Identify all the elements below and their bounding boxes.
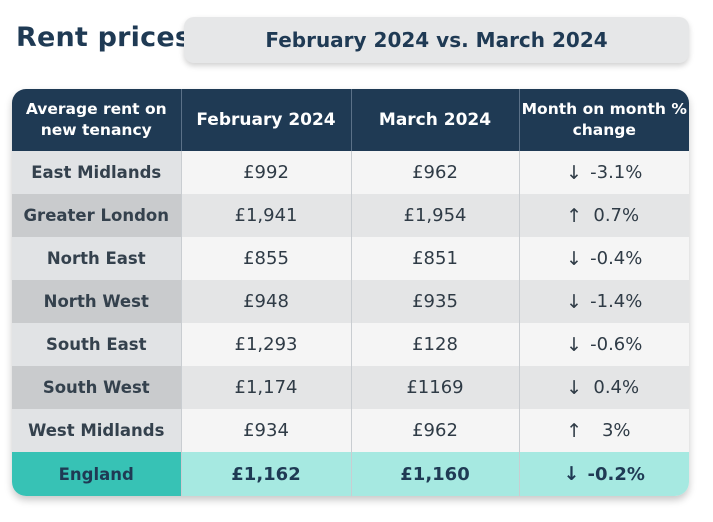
- change-percent: 0.7%: [593, 205, 640, 226]
- table-row: North West £948 £935 ↓ -1.4%: [12, 280, 689, 323]
- arrow-down-icon: ↓: [566, 376, 583, 399]
- column-header-change: Month on month % change: [519, 89, 689, 151]
- march-rent-cell: £1169: [351, 366, 520, 409]
- february-rent-cell: £1,162: [181, 452, 352, 496]
- february-rent-cell: £1,941: [181, 194, 352, 237]
- change-value: ↓ -1.4%: [566, 291, 642, 313]
- february-rent-cell: £1,293: [181, 323, 352, 366]
- change-value: ↓ -3.1%: [566, 162, 642, 184]
- table-row: Greater London £1,941 £1,954 ↑ 0.7%: [12, 194, 689, 237]
- march-rent-cell: £851: [351, 237, 520, 280]
- change-value: ↓ 0.4%: [566, 377, 642, 399]
- change-value: ↓ -0.6%: [566, 334, 642, 356]
- column-header-march: March 2024: [351, 89, 520, 151]
- table-row: South East £1,293 £128 ↓ -0.6%: [12, 323, 689, 366]
- arrow-down-icon: ↓: [566, 247, 583, 270]
- march-rent-cell: £962: [351, 151, 520, 194]
- region-cell: East Midlands: [12, 151, 182, 194]
- change-cell: ↑ 3%: [519, 409, 689, 452]
- page-title: Rent prices:: [16, 22, 203, 53]
- change-percent: -3.1%: [590, 162, 643, 183]
- february-rent-cell: £1,174: [181, 366, 352, 409]
- period-banner-label: February 2024 vs. March 2024: [265, 28, 608, 52]
- arrow-down-icon: ↓: [563, 463, 580, 485]
- table-row: North East £855 £851 ↓ -0.4%: [12, 237, 689, 280]
- region-cell: West Midlands: [12, 409, 182, 452]
- period-banner: February 2024 vs. March 2024: [184, 17, 689, 63]
- change-cell: ↑ 0.7%: [519, 194, 689, 237]
- march-rent-cell: £1,160: [351, 452, 520, 496]
- rent-table: Average rent on new tenancy February 202…: [12, 89, 689, 496]
- change-value: ↑ 0.7%: [566, 205, 642, 227]
- march-rent-cell: £128: [351, 323, 520, 366]
- change-value: ↓ -0.2%: [564, 463, 645, 485]
- change-cell: ↓ -0.4%: [519, 237, 689, 280]
- region-cell: England: [12, 452, 182, 496]
- arrow-down-icon: ↓: [566, 290, 583, 313]
- change-cell: ↓ -1.4%: [519, 280, 689, 323]
- change-cell: ↓ 0.4%: [519, 366, 689, 409]
- region-cell: South East: [12, 323, 182, 366]
- table-row: East Midlands £992 £962 ↓ -3.1%: [12, 151, 689, 194]
- table-row: West Midlands £934 £962 ↑ 3%: [12, 409, 689, 452]
- arrow-down-icon: ↓: [566, 161, 583, 184]
- change-cell: ↓ -0.6%: [519, 323, 689, 366]
- change-percent: -0.2%: [587, 463, 645, 485]
- change-percent: -1.4%: [590, 291, 643, 312]
- total-row: England £1,162 £1,160 ↓ -0.2%: [12, 452, 689, 496]
- arrow-up-icon: ↑: [566, 419, 583, 442]
- region-cell: North East: [12, 237, 182, 280]
- change-cell: ↓ -3.1%: [519, 151, 689, 194]
- change-value: ↑ 3%: [566, 420, 642, 442]
- region-cell: Greater London: [12, 194, 182, 237]
- arrow-down-icon: ↓: [566, 333, 583, 356]
- change-percent: -0.4%: [590, 248, 643, 269]
- region-cell: South West: [12, 366, 182, 409]
- february-rent-cell: £948: [181, 280, 352, 323]
- change-value: ↓ -0.4%: [566, 248, 642, 270]
- march-rent-cell: £962: [351, 409, 520, 452]
- table-body: East Midlands £992 £962 ↓ -3.1% Greater Londo…: [12, 151, 689, 496]
- column-header-february: February 2024: [181, 89, 352, 151]
- february-rent-cell: £855: [181, 237, 352, 280]
- change-percent: 0.4%: [593, 377, 640, 398]
- change-percent: -0.6%: [590, 334, 643, 355]
- table-header-row: Average rent on new tenancy February 202…: [12, 89, 689, 151]
- table-row: South West £1,174 £1169 ↓ 0.4%: [12, 366, 689, 409]
- arrow-up-icon: ↑: [566, 204, 583, 227]
- february-rent-cell: £992: [181, 151, 352, 194]
- march-rent-cell: £935: [351, 280, 520, 323]
- change-cell: ↓ -0.2%: [519, 452, 689, 496]
- february-rent-cell: £934: [181, 409, 352, 452]
- change-percent: 3%: [601, 420, 631, 441]
- rent-table-container: Average rent on new tenancy February 202…: [12, 89, 689, 496]
- region-cell: North West: [12, 280, 182, 323]
- march-rent-cell: £1,954: [351, 194, 520, 237]
- column-header-region: Average rent on new tenancy: [12, 89, 182, 151]
